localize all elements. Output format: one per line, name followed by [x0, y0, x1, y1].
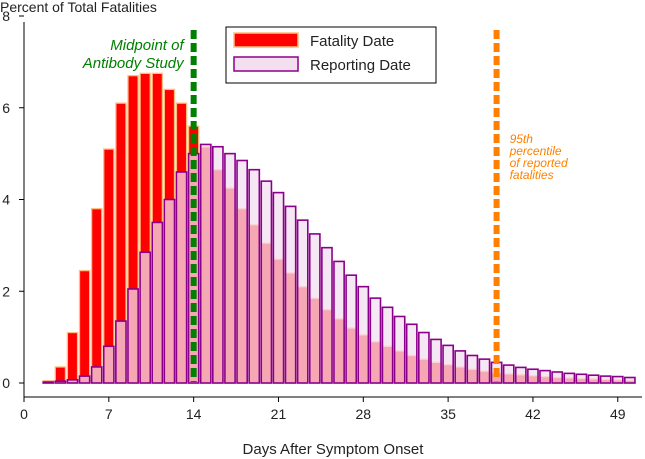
bar-reporting-date-day-15: [199, 143, 212, 384]
bar-reporting-date-day-32: [405, 323, 418, 384]
bar-reporting-date-day-40: [502, 364, 515, 384]
bar-reporting-date-day-33: [417, 331, 430, 384]
y-tick-label-6: 6: [2, 100, 10, 116]
antibody-midpoint-label-line-1: Antibody Study: [82, 55, 185, 72]
plot-area: 0 2 4 6 8 0 7 14 21 28 35 42 49 Midpoint of Antibody S…: [2, 8, 642, 422]
p95-reported-label-line-3: fatalities: [510, 168, 554, 182]
bar-reporting-date-day-26: [333, 260, 345, 384]
bar-reporting-date-day-49: [611, 375, 624, 384]
p95-reported-label-line-2: of reported: [510, 156, 568, 170]
legend-label-fatality-date: Fatality Date: [310, 33, 394, 50]
legend-swatch-fatality-date: [233, 32, 299, 48]
bar-reporting-date-day-36: [454, 350, 467, 384]
bar-reporting-date-day-11: [151, 221, 164, 384]
bar-reporting-date-day-31: [393, 315, 406, 384]
bar-reporting-date-day-6: [90, 366, 103, 384]
x-tick-label-21: 21: [271, 406, 287, 422]
bar-reporting-date-day-30: [381, 306, 394, 384]
chart-title: Percent of Total Fatalities: [0, 0, 157, 15]
x-tick-label-35: 35: [440, 406, 456, 422]
bar-reporting-date-day-24: [308, 233, 321, 384]
legend-box: [225, 26, 437, 84]
bar-reporting-date-day-18: [236, 159, 249, 384]
bar-reporting-date-day-48: [599, 375, 612, 384]
x-tick-label-7: 7: [105, 406, 113, 422]
bar-reporting-date-day-5: [78, 375, 91, 384]
y-tick-label-0: 0: [2, 375, 10, 391]
p95-reported-label: 95th percentile of reported fatalities: [509, 132, 568, 182]
bar-reporting-date-day-4: [66, 378, 79, 384]
bar-reporting-date-day-45: [563, 372, 576, 384]
bar-fatality-date-day-5: [78, 269, 91, 384]
bar-reporting-date-day-12: [163, 198, 176, 384]
bar-reporting-date-day-43: [539, 369, 551, 384]
antibody-midpoint-label-line-0: Midpoint of: [110, 37, 185, 54]
bar-reporting-date-day-27: [345, 274, 358, 384]
legend-label-reporting-date: Reporting Date: [310, 57, 411, 74]
bar-reporting-date-day-23: [296, 219, 309, 384]
y-tick-label-2: 2: [2, 283, 10, 299]
bar-reporting-date-day-28: [357, 285, 370, 384]
bar-reporting-date-day-3: [54, 380, 67, 384]
bar-reporting-date-day-42: [527, 368, 539, 384]
bar-reporting-date-day-13: [175, 171, 188, 384]
x-tick-label-28: 28: [356, 406, 372, 422]
bar-reporting-date-day-25: [321, 246, 333, 384]
legend: Fatality Date Reporting Date: [225, 26, 437, 84]
bar-reporting-date-day-37: [466, 354, 479, 384]
bar-reporting-date-day-8: [115, 320, 127, 384]
bar-reporting-date-day-7: [102, 345, 115, 384]
bar-reporting-date-day-46: [575, 373, 588, 384]
legend-swatch-reporting-date: [233, 56, 299, 72]
y-tick-label-4: 4: [2, 192, 10, 208]
bar-reporting-date-day-38: [478, 358, 491, 384]
bar-reporting-date-day-34: [430, 338, 442, 384]
p95-reported-label-line-1: percentile: [509, 144, 562, 158]
bar-reporting-date-day-20: [260, 180, 273, 384]
p95-reported-label-line-0: 95th: [510, 132, 534, 146]
x-tick-label-49: 49: [610, 406, 626, 422]
y-tick-label-8: 8: [2, 8, 10, 24]
bar-reporting-date-day-17: [224, 152, 236, 384]
bar-reporting-date-day-47: [587, 374, 600, 384]
x-tick-label-42: 42: [525, 406, 541, 422]
bar-reporting-date-day-41: [514, 366, 527, 384]
x-tick-label-0: 0: [20, 406, 28, 422]
bar-reporting-date-day-19: [248, 168, 261, 384]
bar-reporting-date-day-9: [127, 288, 139, 384]
bar-reporting-date-day-16: [211, 145, 224, 384]
bar-reporting-date-day-44: [551, 371, 564, 384]
bar-reporting-date-day-2: [42, 381, 55, 384]
bar-reporting-date-day-35: [442, 344, 455, 384]
bar-fatality-date-day-6: [90, 208, 103, 384]
bar-reporting-date-day-10: [139, 251, 152, 384]
antibody-midpoint-label: Midpoint of Antibody Study: [82, 37, 186, 72]
x-tick-label-14: 14: [186, 406, 202, 422]
bar-reporting-date-day-50: [623, 376, 636, 384]
bar-reporting-date-day-29: [369, 297, 382, 384]
bar-reporting-date-day-22: [284, 205, 297, 384]
x-axis-label: Days After Symptom Onset: [243, 441, 425, 458]
bar-reporting-date-day-21: [272, 191, 285, 384]
bar-fatality-date-day-4: [66, 331, 79, 384]
